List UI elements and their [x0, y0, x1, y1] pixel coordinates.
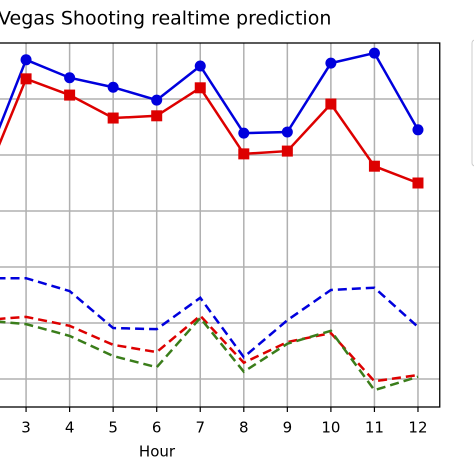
series-line	[0, 51, 420, 135]
x-tick-label: 12	[408, 419, 427, 437]
x-tick-label: 11	[365, 419, 384, 437]
point	[107, 112, 119, 124]
series-line	[0, 276, 419, 359]
x-tick-label: 4	[65, 419, 75, 437]
point	[64, 89, 76, 101]
x-tick-label: 6	[152, 419, 162, 437]
point	[64, 72, 76, 84]
x-tick-label: 7	[195, 419, 205, 437]
plot-frame	[0, 42, 441, 408]
point	[412, 177, 424, 189]
x-axis-label: Hour	[139, 443, 176, 461]
x-tick-label: 8	[239, 419, 249, 437]
point	[194, 60, 206, 72]
point	[20, 54, 32, 66]
point	[325, 57, 337, 69]
point	[107, 81, 119, 93]
point	[238, 127, 250, 139]
point	[20, 73, 32, 85]
series-line	[0, 316, 419, 392]
point	[194, 82, 206, 94]
x-tick-label: 9	[283, 419, 293, 437]
point	[281, 145, 293, 157]
point	[281, 126, 293, 138]
point	[238, 148, 250, 160]
point	[151, 110, 163, 122]
series-line	[0, 313, 419, 383]
point	[368, 47, 380, 59]
point	[412, 124, 424, 136]
x-tick-label: 5	[108, 419, 118, 437]
x-tick-label: 3	[21, 419, 31, 437]
x-tick-label: 10	[321, 419, 340, 437]
point	[151, 94, 163, 106]
series-line	[0, 77, 419, 185]
point	[368, 160, 380, 172]
chart-title: Vegas Shooting realtime prediction	[0, 8, 331, 30]
point	[325, 98, 337, 110]
